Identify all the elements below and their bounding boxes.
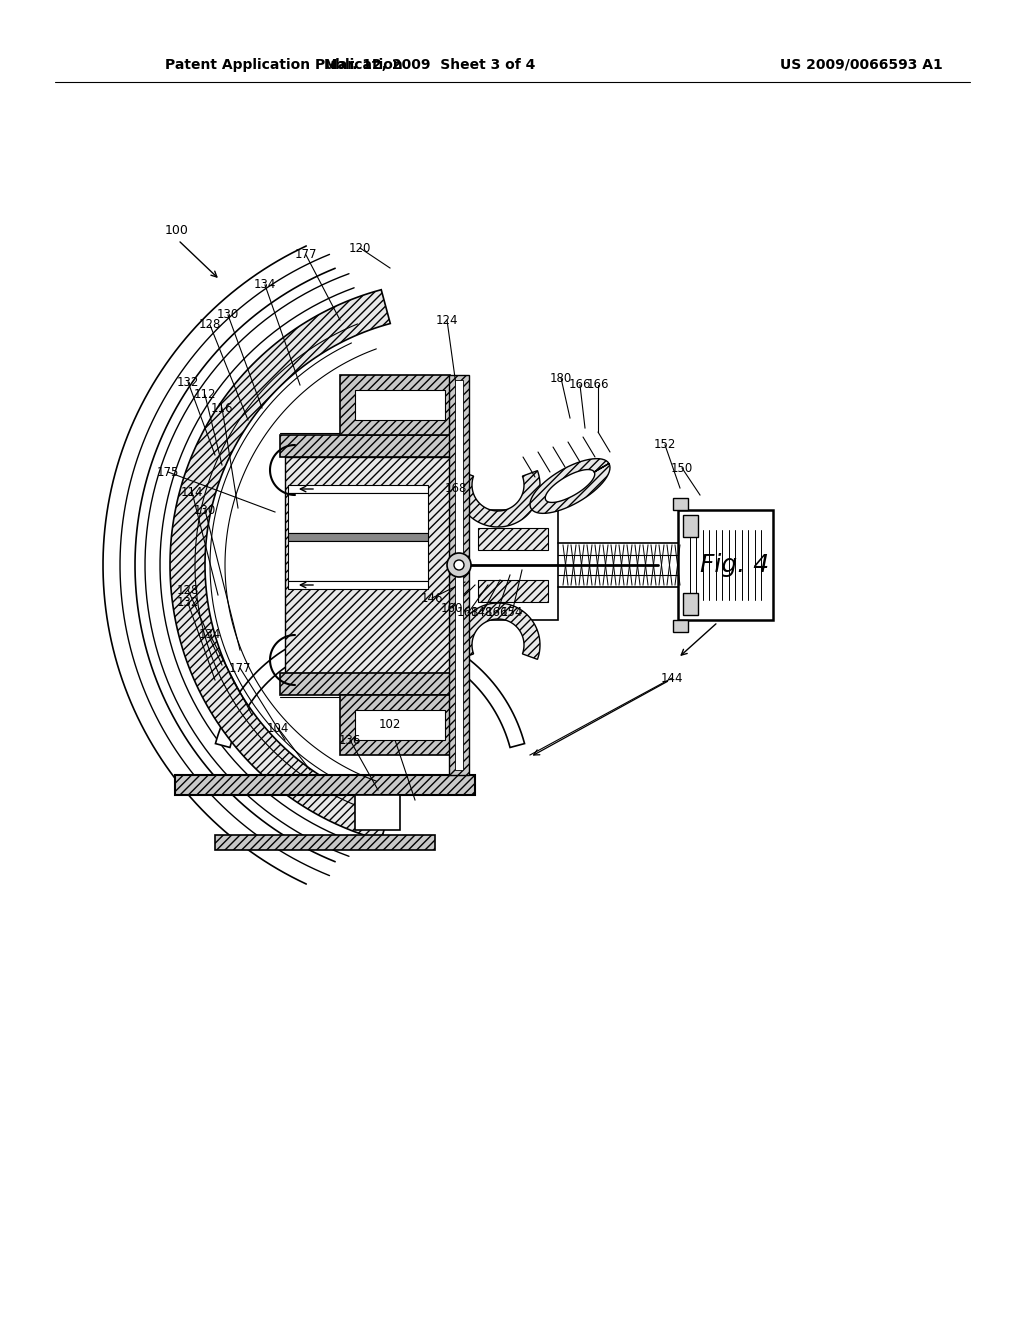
- Bar: [355, 795, 400, 830]
- Text: 144: 144: [660, 672, 683, 685]
- Text: 166: 166: [568, 379, 591, 392]
- Text: 146: 146: [421, 591, 443, 605]
- Text: 166: 166: [485, 606, 508, 619]
- Text: 130: 130: [217, 309, 240, 322]
- Text: 116: 116: [211, 401, 233, 414]
- Bar: [288, 533, 428, 541]
- Text: 124: 124: [436, 314, 459, 326]
- Bar: [340, 696, 450, 755]
- Circle shape: [454, 560, 464, 570]
- Bar: [478, 528, 548, 550]
- Text: 130: 130: [194, 503, 216, 516]
- Polygon shape: [215, 626, 524, 747]
- Text: 177: 177: [295, 248, 317, 261]
- Text: 112: 112: [194, 388, 216, 401]
- Bar: [673, 498, 688, 510]
- Bar: [678, 510, 773, 620]
- Text: 175: 175: [157, 466, 179, 479]
- Text: 136: 136: [339, 734, 361, 747]
- Text: Fig. 4: Fig. 4: [700, 553, 770, 577]
- Text: Mar. 12, 2009  Sheet 3 of 4: Mar. 12, 2009 Sheet 3 of 4: [325, 58, 536, 73]
- Bar: [683, 515, 698, 537]
- Bar: [340, 375, 450, 436]
- Bar: [288, 541, 428, 581]
- Text: 148: 148: [471, 606, 494, 619]
- Text: US 2009/0066593 A1: US 2009/0066593 A1: [780, 58, 943, 73]
- Bar: [478, 579, 548, 602]
- Text: 100: 100: [165, 223, 188, 236]
- Text: 132: 132: [177, 597, 200, 610]
- Polygon shape: [530, 458, 610, 513]
- Polygon shape: [456, 603, 540, 660]
- Polygon shape: [170, 289, 390, 841]
- Bar: [455, 380, 463, 770]
- Text: 177: 177: [228, 661, 251, 675]
- Text: 152: 152: [653, 438, 676, 451]
- Text: 168: 168: [457, 606, 479, 619]
- Bar: [288, 492, 428, 533]
- Text: 154: 154: [501, 606, 523, 619]
- Text: 128: 128: [177, 583, 200, 597]
- Bar: [468, 510, 558, 620]
- Bar: [288, 581, 428, 589]
- Bar: [288, 484, 428, 492]
- Text: 168: 168: [444, 482, 467, 495]
- Text: 104: 104: [267, 722, 289, 734]
- Circle shape: [447, 553, 471, 577]
- Bar: [449, 375, 469, 775]
- Text: 134: 134: [199, 628, 221, 642]
- Text: 132: 132: [177, 375, 200, 388]
- Bar: [355, 710, 445, 741]
- Text: 150: 150: [671, 462, 693, 474]
- Text: 166: 166: [587, 379, 609, 392]
- Bar: [215, 836, 435, 850]
- Bar: [683, 593, 698, 615]
- Text: 102: 102: [379, 718, 401, 731]
- Polygon shape: [456, 471, 540, 527]
- Bar: [673, 620, 688, 632]
- Text: 114: 114: [181, 486, 203, 499]
- Bar: [450, 405, 468, 725]
- Text: Patent Application Publication: Patent Application Publication: [165, 58, 402, 73]
- Bar: [280, 436, 450, 457]
- Bar: [280, 673, 450, 696]
- Text: 120: 120: [349, 242, 371, 255]
- Text: 160: 160: [440, 602, 463, 615]
- Text: 134: 134: [254, 279, 276, 292]
- Bar: [175, 775, 475, 795]
- Text: 180: 180: [550, 371, 572, 384]
- Text: 128: 128: [199, 318, 221, 331]
- Bar: [355, 389, 445, 420]
- Bar: [285, 457, 450, 673]
